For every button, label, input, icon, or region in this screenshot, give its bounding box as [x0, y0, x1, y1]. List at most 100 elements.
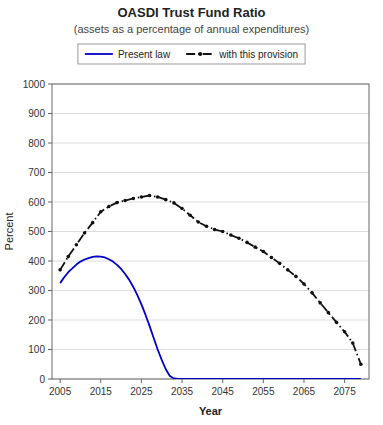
y-tick-label: 300 — [28, 285, 45, 296]
series-point — [213, 228, 217, 232]
legend-swatch — [85, 53, 113, 55]
series-point — [229, 233, 233, 237]
y-tick-label: 500 — [28, 226, 45, 237]
series-line — [60, 196, 361, 365]
x-tick — [100, 379, 101, 383]
series-point — [197, 220, 201, 224]
series-line — [60, 256, 361, 379]
subtitle: (assets as a percentage of annual expend… — [74, 23, 309, 35]
series-point — [270, 256, 274, 260]
plot-frame — [52, 84, 369, 379]
series-point — [83, 231, 87, 235]
y-tick — [48, 349, 52, 350]
series-point — [99, 210, 103, 214]
y-tick — [48, 202, 52, 203]
series-point — [327, 311, 331, 315]
legend-label: with this provision — [218, 49, 298, 60]
x-tick-label: 2005 — [49, 386, 72, 397]
series-point — [91, 221, 95, 225]
y-tick-label: 600 — [28, 197, 45, 208]
x-tick — [60, 379, 61, 383]
grid-line — [52, 290, 369, 291]
grid-line — [52, 113, 369, 114]
series-point — [205, 224, 209, 228]
grid-line — [52, 143, 369, 144]
series-point — [245, 241, 249, 245]
grid-line — [52, 349, 369, 350]
y-tick — [48, 113, 52, 114]
x-tick — [303, 379, 304, 383]
series-point — [140, 195, 144, 199]
y-axis-label: Percent — [3, 213, 15, 251]
grid-line — [52, 172, 369, 173]
x-tick-label: 2065 — [293, 386, 316, 397]
y-tick-label: 800 — [28, 138, 45, 149]
series-point — [359, 362, 363, 366]
series-point — [237, 236, 241, 240]
x-tick — [344, 379, 345, 383]
series-point — [115, 201, 119, 205]
series-point — [75, 243, 79, 247]
series-point — [294, 275, 298, 279]
y-tick — [48, 261, 52, 262]
y-tick — [48, 320, 52, 321]
series-point — [107, 205, 111, 209]
y-tick — [48, 290, 52, 291]
legend-label: Present law — [118, 49, 171, 60]
series-point — [351, 341, 355, 345]
y-tick — [48, 172, 52, 173]
chart: OASDI Trust Fund Ratio (assets as a perce… — [0, 0, 383, 425]
series-point — [318, 301, 322, 305]
series-point — [262, 250, 266, 254]
series-point — [123, 199, 127, 203]
series-point — [164, 198, 168, 202]
x-tick — [263, 379, 264, 383]
series-point — [156, 195, 160, 199]
y-tick-label: 100 — [28, 344, 45, 355]
x-tick-label: 2075 — [333, 386, 356, 397]
legend-box — [78, 44, 305, 64]
title: OASDI Trust Fund Ratio — [117, 5, 265, 20]
x-tick-label: 2055 — [252, 386, 275, 397]
series-point — [58, 268, 62, 272]
legend-marker — [198, 52, 202, 56]
grid-line — [52, 261, 369, 262]
x-tick-label: 2015 — [90, 386, 113, 397]
series-point — [131, 197, 135, 201]
series-point — [335, 321, 339, 325]
x-axis-label: Year — [199, 405, 223, 417]
y-tick — [48, 379, 52, 380]
series-point — [310, 291, 314, 295]
legend: Present law with this provision — [78, 44, 305, 64]
x-tick — [182, 379, 183, 383]
series-point — [278, 262, 282, 266]
series-point — [343, 330, 347, 334]
series-point — [253, 245, 257, 249]
grid-line — [52, 320, 369, 321]
x-tick — [141, 379, 142, 383]
series-point — [66, 255, 70, 259]
y-tick-label: 700 — [28, 167, 45, 178]
y-tick-label: 900 — [28, 108, 45, 119]
series-point — [188, 213, 192, 217]
y-tick — [48, 231, 52, 232]
series-point — [180, 207, 184, 211]
series-point — [148, 194, 152, 198]
grid-line — [52, 202, 369, 203]
x-tick-label: 2045 — [212, 386, 235, 397]
y-tick-label: 200 — [28, 315, 45, 326]
y-tick — [48, 84, 52, 85]
grid-line — [52, 231, 369, 232]
y-tick-label: 0 — [39, 374, 45, 385]
plot-area — [58, 194, 362, 379]
series-point — [286, 268, 290, 272]
x-tick-label: 2025 — [130, 386, 153, 397]
y-tick — [48, 143, 52, 144]
series-point — [221, 230, 225, 234]
grid — [52, 84, 369, 379]
series-point — [302, 282, 306, 286]
x-tick-label: 2035 — [171, 386, 194, 397]
y-tick-label: 1000 — [23, 79, 46, 90]
series-point — [172, 201, 176, 205]
x-tick — [222, 379, 223, 383]
